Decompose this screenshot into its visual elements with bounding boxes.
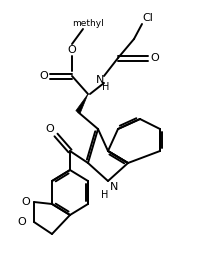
Text: N: N (96, 75, 104, 85)
Text: O: O (46, 124, 54, 134)
Text: O: O (17, 217, 26, 227)
Text: O: O (151, 53, 159, 63)
Text: H: H (102, 82, 110, 92)
Text: N: N (110, 182, 118, 192)
Text: O: O (68, 45, 76, 55)
Text: H: H (101, 190, 109, 200)
Text: O: O (40, 71, 48, 81)
Text: Cl: Cl (142, 13, 154, 23)
Polygon shape (76, 94, 88, 113)
Text: O: O (21, 197, 30, 207)
Text: methyl: methyl (72, 18, 104, 27)
